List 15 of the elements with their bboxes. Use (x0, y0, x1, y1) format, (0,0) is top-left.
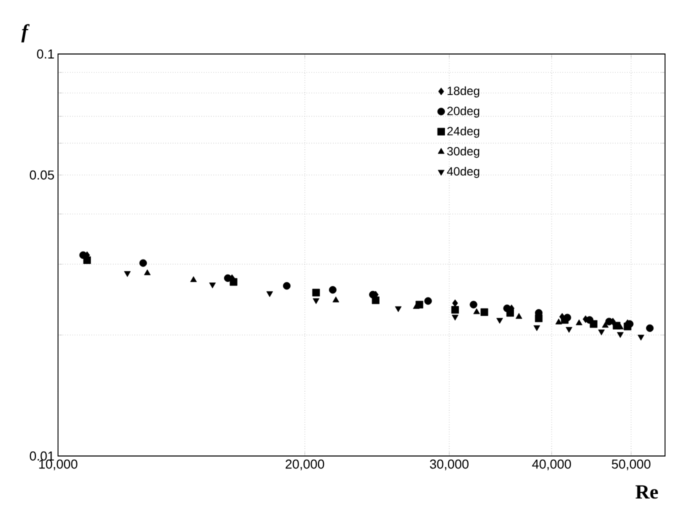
legend-label: 24deg (447, 126, 480, 138)
legend-label: 30deg (447, 146, 480, 158)
legend-label: 18deg (448, 86, 480, 98)
y-tick-label: 0.05 (30, 170, 54, 180)
y-axis-title: f (21, 24, 30, 42)
x-axis-title: Re (636, 485, 658, 499)
y-tick-label: 0.01 (30, 451, 54, 461)
x-tick-label: 40,000 (532, 460, 571, 470)
legend-label: 20deg (447, 106, 480, 118)
y-tick-label: 0.1 (37, 49, 54, 59)
legend-label: 40deg (447, 166, 480, 178)
x-tick-label: 10,000 (39, 460, 78, 470)
x-tick-label: 20,000 (286, 460, 324, 470)
x-tick-label: 50,000 (612, 460, 650, 470)
x-tick-label: 30,000 (430, 460, 469, 470)
